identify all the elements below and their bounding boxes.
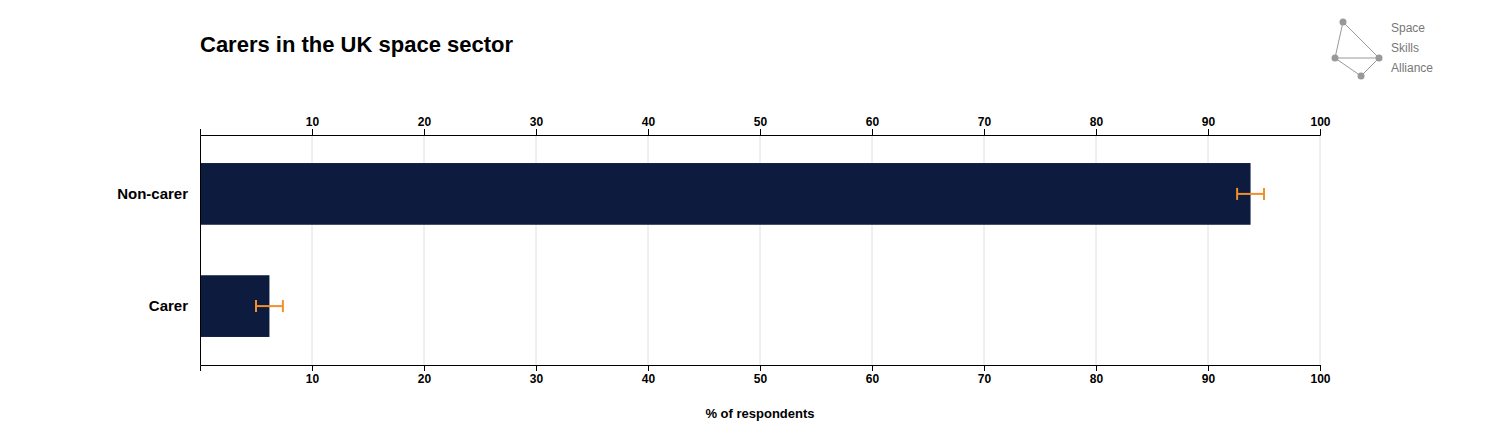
error-bar (1237, 188, 1264, 200)
tick: 30 (530, 115, 544, 135)
annotation: Skills (1391, 41, 1419, 55)
tick-mark (312, 365, 313, 371)
tick-mark (536, 129, 537, 135)
tick-label: 50 (754, 372, 768, 386)
tick-mark (312, 129, 313, 135)
tick-label: 100 (1310, 372, 1330, 386)
tick-label: 80 (1090, 115, 1104, 129)
axis-line (200, 136, 201, 366)
tick: 90 (1202, 115, 1216, 135)
tick-label: 70 (978, 115, 992, 129)
x-axis: 10 20 30 40 50 60 70 80 90 100 (201, 115, 1331, 136)
error-cap (1236, 188, 1238, 200)
logo-node (1340, 19, 1347, 26)
logo-line (1335, 58, 1361, 76)
tick: 80 (1090, 365, 1104, 386)
tick: Carer (149, 297, 200, 314)
tick-mark (536, 365, 537, 371)
error-cap (1263, 188, 1265, 200)
error-bar (256, 300, 283, 312)
tick-mark (984, 129, 985, 135)
tick: 10 (306, 365, 320, 386)
tick-mark (760, 129, 761, 135)
tick-mark (1208, 129, 1209, 135)
tick: 10 (306, 115, 320, 135)
logo-node (1358, 73, 1365, 80)
tick-label: 10 (306, 372, 320, 386)
tick-label: 100 (1310, 115, 1330, 129)
tick: Non-carer (117, 185, 200, 202)
tick-mark (1096, 129, 1097, 135)
annotation: Alliance (1391, 61, 1433, 75)
logo-line (1335, 22, 1343, 58)
error-cap (282, 300, 284, 312)
tick: 80 (1090, 115, 1104, 135)
tick: 100 (1310, 115, 1330, 135)
tick: 40 (642, 115, 656, 135)
tick-mark (1320, 365, 1321, 371)
title: Carers in the UK space sector (200, 32, 513, 57)
x-axis: 10 20 30 40 50 60 70 80 90 100 (201, 365, 1331, 386)
tick: 20 (418, 365, 432, 386)
axis-line (201, 366, 1321, 372)
logo-line (1361, 58, 1379, 76)
x-axis-title: % of respondents (705, 406, 814, 421)
tick-label: 90 (1202, 115, 1216, 129)
tick-label: 20 (418, 115, 432, 129)
tick-label: 50 (754, 115, 768, 129)
tick: 90 (1202, 365, 1216, 386)
tick-label: 60 (866, 115, 880, 129)
tick-label: 90 (1202, 372, 1216, 386)
logo-line (1335, 58, 1379, 59)
plot: 1020304050607080901001020304050607080901… (117, 115, 1331, 386)
tick-mark (1208, 365, 1209, 371)
tick-label: 30 (530, 372, 544, 386)
tick-label: Carer (149, 297, 188, 314)
tick-mark (1096, 365, 1097, 371)
tick-label: 40 (642, 115, 656, 129)
tick: 70 (978, 365, 992, 386)
tick-mark (424, 365, 425, 371)
tick-label: 70 (978, 372, 992, 386)
logo-node (1376, 55, 1383, 62)
y-axis: Non-carer Carer (117, 136, 200, 366)
tick-label: 20 (418, 372, 432, 386)
grid-line (1320, 135, 1321, 365)
tick-label: 10 (306, 115, 320, 129)
axis-line (201, 129, 1321, 136)
tick-mark (760, 365, 761, 371)
error-line (256, 305, 283, 307)
tick-label: 80 (1090, 372, 1104, 386)
tick: 50 (754, 115, 768, 135)
bar (200, 163, 1251, 225)
tick: 60 (866, 365, 880, 386)
error-line (1237, 193, 1264, 195)
logo: Space Skills Alliance (1332, 19, 1434, 80)
tick-mark (872, 365, 873, 371)
annotation: Space (1391, 21, 1425, 35)
tick-mark (648, 365, 649, 371)
tick-label: 40 (642, 372, 656, 386)
logo-line (1343, 22, 1379, 58)
tick-mark (424, 129, 425, 135)
tick: 20 (418, 115, 432, 135)
tick-label: Non-carer (117, 185, 188, 202)
tick-mark (984, 365, 985, 371)
tick-label: 60 (866, 372, 880, 386)
tick: 30 (530, 365, 544, 386)
tick-mark (872, 129, 873, 135)
logo-node (1332, 55, 1339, 62)
tick-mark (1320, 129, 1321, 135)
tick: 40 (642, 365, 656, 386)
tick: 60 (866, 115, 880, 135)
tick: 70 (978, 115, 992, 135)
tick: 100 (1310, 365, 1330, 386)
tick-mark (648, 129, 649, 135)
marks (200, 163, 1264, 337)
tick: 50 (754, 365, 768, 386)
chart: 1020304050607080901001020304050607080901… (0, 0, 1500, 440)
tick-label: 30 (530, 115, 544, 129)
error-cap (255, 300, 257, 312)
